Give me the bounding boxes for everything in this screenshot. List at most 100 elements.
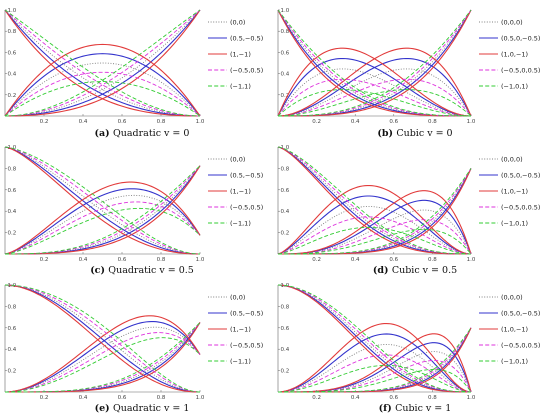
- series-line-5: [278, 9, 472, 117]
- caption-letter: (a): [95, 128, 113, 139]
- series-line-5: [277, 89, 472, 117]
- series-line-1: [4, 9, 201, 117]
- legend-label: (0.5,0,−0.5): [501, 171, 540, 179]
- legend-label: (−1,1): [230, 357, 251, 365]
- series-line-4: [277, 284, 471, 393]
- legend-label: (1,−1): [230, 50, 251, 58]
- series-line-3: [5, 165, 201, 255]
- caption-letter: (d): [373, 265, 392, 276]
- series-line-5: [278, 168, 472, 255]
- legend-label: (−0.5,0.5): [230, 203, 263, 211]
- y-tick-label: 0.6: [281, 50, 290, 56]
- legend-label: (0,0): [230, 293, 245, 301]
- x-tick-label: 1.0: [196, 395, 205, 401]
- series-line-2: [278, 168, 472, 255]
- series-line-4: [278, 9, 472, 117]
- series-line-3: [4, 315, 201, 393]
- y-tick-label: 0.4: [281, 72, 290, 78]
- series-line-3: [4, 43, 201, 117]
- x-tick-label: 1.0: [467, 395, 476, 401]
- x-tick-label: 0.8: [428, 395, 437, 401]
- series-line-2: [5, 165, 201, 255]
- x-tick-label: 0.2: [40, 119, 49, 125]
- series-line-5: [4, 207, 201, 255]
- series-line-1: [277, 206, 472, 255]
- chart-panel-d: 0.2 0.4 0.6 0.8 1.0 0.2 0.4 0.6 0.8 1.0 (0,0,0) (0.…: [277, 145, 540, 276]
- y-tick-label: 0.6: [8, 326, 17, 332]
- series-line-5: [4, 9, 201, 117]
- caption-text: Cubic v = 1: [395, 403, 451, 414]
- legend-label: (1,−1): [230, 325, 251, 333]
- series-line-2: [277, 333, 472, 393]
- caption-letter: (b): [377, 128, 396, 139]
- series-line-4: [277, 78, 472, 117]
- series-line-1: [277, 9, 471, 117]
- chart-panel-c: 0.2 0.4 0.6 0.8 1.00.20.40.60.81.0(0,0)(0.5,…: [4, 145, 263, 276]
- series-line-2: [4, 9, 201, 117]
- series-line-3: [278, 9, 472, 117]
- x-tick-label: 1.0: [196, 257, 205, 263]
- legend-label: (−0.5,0.5): [230, 341, 263, 349]
- y-tick-label: 0.8: [281, 304, 290, 310]
- series-line-5: [4, 337, 201, 393]
- series-line-3: [277, 47, 472, 117]
- series-line-1: [4, 9, 201, 117]
- series-line-4: [4, 71, 201, 117]
- y-tick-label: 0.8: [8, 166, 17, 172]
- caption-letter: (f): [379, 403, 395, 414]
- legend-label: (−0.5,0.5): [230, 66, 263, 74]
- panel-caption: (e) Quadratic v = 1: [95, 403, 190, 414]
- series-line-4: [277, 9, 471, 117]
- x-tick-label: 0.6: [118, 395, 127, 401]
- legend-label: (1,−1): [230, 187, 251, 195]
- legend-label: (−0.5,0,0.5): [501, 203, 540, 211]
- x-tick-label: 0.6: [118, 257, 127, 263]
- panel-caption: (a) Quadratic v = 0: [95, 128, 190, 139]
- x-tick-label: 0.6: [389, 119, 398, 125]
- series-line-3: [4, 146, 201, 255]
- x-tick-label: 0.8: [428, 257, 437, 263]
- series-line-5: [5, 322, 201, 393]
- series-line-2: [277, 9, 471, 117]
- y-tick-label: 0.2: [8, 93, 17, 99]
- series-line-5: [278, 228, 472, 255]
- legend-label: (−0.5,0,0.5): [501, 66, 540, 74]
- legend-label: (0.5,−0.5): [230, 171, 263, 179]
- x-tick-label: 1.0: [467, 119, 476, 125]
- series-line-5: [277, 9, 471, 117]
- y-tick-label: 0.8: [8, 29, 17, 35]
- caption-text: Quadratic v = 0: [113, 128, 189, 139]
- caption-text: Cubic v = 0: [396, 128, 452, 139]
- legend-label: (0,0,0): [501, 293, 523, 301]
- x-tick-label: 0.2: [312, 257, 321, 263]
- series-line-5: [277, 284, 471, 393]
- x-tick-label: 0.4: [79, 119, 88, 125]
- series-line-5: [5, 165, 201, 255]
- x-tick-label: 0.6: [389, 257, 398, 263]
- y-tick-label: 0.2: [281, 369, 290, 375]
- legend-label: (−1,0,1): [501, 82, 528, 90]
- legend-label: (−1,1): [230, 219, 251, 227]
- y-tick-label: 0.4: [8, 347, 17, 353]
- y-tick-label: 0.2: [8, 231, 17, 237]
- x-tick-label: 0.6: [389, 395, 398, 401]
- series-line-2: [277, 57, 472, 117]
- series-line-4: [4, 9, 201, 117]
- y-tick-label: 0.6: [281, 188, 290, 194]
- series-line-4: [277, 216, 472, 255]
- legend-label: (0.5,0,−0.5): [501, 34, 540, 42]
- panel-caption: (b) Cubic v = 0: [377, 128, 452, 139]
- y-tick-label: 0.8: [8, 304, 17, 310]
- x-tick-label: 0.2: [40, 395, 49, 401]
- y-tick-label: 1.0: [281, 8, 290, 14]
- y-tick-label: 0.4: [281, 347, 290, 353]
- x-tick-label: 0.8: [428, 119, 437, 125]
- y-tick-label: 0.8: [281, 166, 290, 172]
- y-tick-label: 0.8: [281, 29, 290, 35]
- x-tick-label: 0.4: [351, 395, 360, 401]
- caption-text: Cubic v = 0.5: [392, 265, 457, 276]
- legend-label: (0.5,0,−0.5): [501, 309, 540, 317]
- series-line-5: [4, 146, 201, 255]
- legend-label: (1,0,−1): [501, 325, 528, 333]
